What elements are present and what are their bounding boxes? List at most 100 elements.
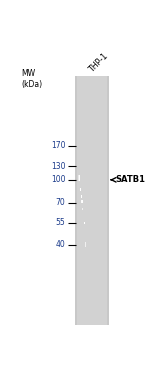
Bar — [85, 242, 86, 247]
Bar — [80, 187, 81, 191]
Bar — [79, 175, 80, 181]
Bar — [84, 222, 85, 224]
Bar — [79, 175, 80, 181]
Bar — [81, 195, 82, 198]
Bar — [79, 175, 80, 181]
Bar — [82, 208, 83, 210]
Bar — [80, 187, 81, 191]
Bar — [78, 175, 79, 181]
Bar — [80, 187, 81, 191]
Bar — [85, 242, 86, 247]
Bar — [79, 175, 80, 181]
Bar — [78, 175, 79, 181]
Bar — [82, 208, 83, 210]
Bar — [85, 242, 86, 247]
Bar — [81, 195, 82, 198]
Text: 100: 100 — [51, 175, 65, 184]
Bar — [81, 200, 82, 203]
Bar — [78, 175, 79, 181]
Bar — [80, 187, 81, 191]
Bar — [85, 242, 86, 247]
Bar — [82, 208, 83, 210]
Bar — [85, 242, 86, 247]
Bar — [81, 195, 82, 198]
Bar — [80, 187, 81, 191]
Bar — [81, 195, 82, 198]
Bar — [81, 200, 82, 203]
Bar — [80, 187, 81, 191]
Bar — [81, 195, 82, 198]
Bar — [81, 195, 82, 198]
Bar — [82, 208, 83, 210]
Bar — [84, 222, 85, 224]
Bar — [82, 208, 83, 210]
Bar — [79, 175, 80, 181]
Bar — [85, 242, 86, 247]
Bar — [85, 242, 86, 247]
Bar — [82, 208, 83, 210]
Bar — [85, 242, 86, 247]
Bar — [82, 208, 83, 210]
Bar — [85, 242, 86, 247]
Bar — [80, 187, 81, 191]
Bar — [80, 187, 81, 191]
Bar — [82, 208, 83, 210]
Bar — [82, 208, 83, 210]
Bar — [81, 195, 82, 198]
Bar — [80, 187, 81, 191]
Bar — [80, 187, 81, 191]
Bar — [80, 187, 81, 191]
Bar — [85, 242, 86, 247]
Bar — [82, 200, 83, 203]
Bar — [79, 175, 80, 181]
Bar — [80, 187, 81, 191]
Bar — [79, 175, 80, 181]
Bar — [81, 195, 82, 198]
Bar — [81, 195, 82, 198]
Bar — [82, 208, 83, 210]
Bar — [85, 242, 86, 247]
Bar — [80, 187, 81, 191]
Bar — [79, 175, 80, 181]
Bar — [81, 195, 82, 198]
Bar — [85, 242, 86, 247]
Text: 40: 40 — [56, 240, 65, 249]
Bar — [80, 187, 81, 191]
Bar — [85, 242, 86, 247]
Bar — [82, 208, 83, 210]
Bar — [82, 208, 83, 210]
Bar — [79, 175, 80, 181]
Bar — [75, 76, 110, 325]
Bar — [79, 175, 80, 181]
Bar — [85, 242, 86, 247]
Bar — [79, 175, 80, 181]
Bar — [81, 195, 82, 198]
Bar — [82, 208, 83, 210]
Bar — [78, 175, 79, 181]
Bar — [81, 195, 82, 198]
Bar — [79, 175, 80, 181]
Bar — [80, 187, 81, 191]
Bar — [81, 195, 82, 198]
Bar — [79, 175, 80, 181]
Bar — [82, 208, 83, 210]
Bar — [85, 242, 86, 247]
Bar — [85, 242, 86, 247]
Bar — [85, 242, 86, 247]
Bar — [82, 208, 83, 210]
Bar — [80, 187, 81, 191]
Bar — [80, 187, 81, 191]
Bar — [85, 242, 86, 247]
Bar — [85, 242, 86, 247]
Bar — [82, 208, 83, 210]
Text: 55: 55 — [56, 218, 65, 228]
Bar — [79, 175, 80, 181]
Bar — [85, 242, 86, 247]
Bar — [85, 242, 86, 247]
Text: 70: 70 — [56, 198, 65, 207]
Bar — [81, 200, 82, 203]
Bar — [84, 222, 85, 224]
Bar — [85, 242, 86, 247]
Bar — [80, 187, 81, 191]
Bar — [81, 195, 82, 198]
